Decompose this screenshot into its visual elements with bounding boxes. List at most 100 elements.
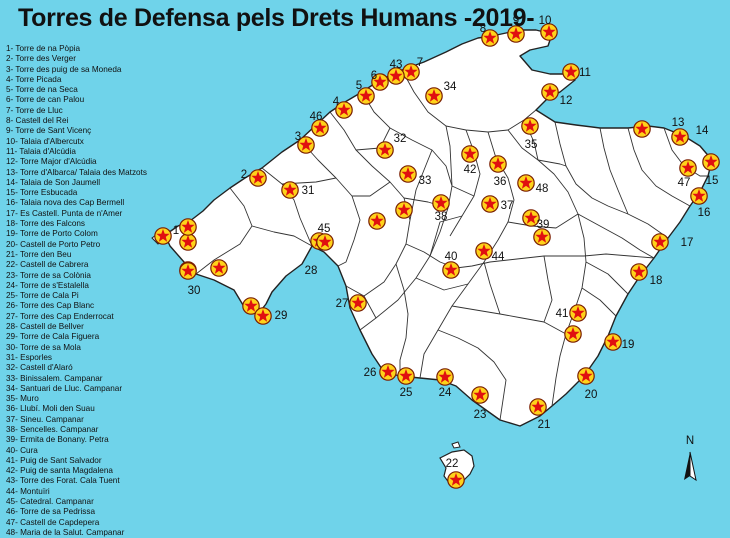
marker-label: 31 — [302, 185, 315, 197]
tower-marker — [522, 209, 540, 227]
tower-marker-24 — [436, 368, 454, 386]
marker-label: 40 — [445, 251, 458, 263]
marker-label: 8 — [480, 23, 486, 35]
tower-marker-48 — [517, 174, 535, 192]
tower-marker-20 — [577, 367, 595, 385]
tower-marker-2 — [249, 169, 267, 187]
tower-marker — [179, 233, 197, 251]
marker-label: 13 — [672, 117, 685, 129]
tower-marker-21 — [529, 398, 547, 416]
star-icon — [378, 143, 392, 156]
star-icon — [444, 263, 458, 276]
marker-label: 48 — [536, 183, 549, 195]
legend-item: 46- Torre de sa Pedrissa — [6, 507, 96, 517]
legend-item: 44- Montuïri — [6, 486, 50, 496]
star-icon — [523, 119, 537, 132]
star-icon — [473, 388, 487, 401]
marker-label: 45 — [318, 223, 331, 235]
legend-item: 21- Torre den Beu — [6, 249, 72, 259]
marker-label: 17 — [681, 237, 694, 249]
tower-marker-16 — [690, 187, 708, 205]
marker-label: 37 — [501, 200, 514, 212]
legend-item: 26- Torre des Cap Blanc — [6, 301, 95, 311]
legend-item: 5- Torre de na Seca — [6, 85, 78, 95]
marker-label: 33 — [419, 175, 432, 187]
star-icon — [692, 189, 706, 202]
legend-item: 29- Torre de Cala Figuera — [6, 332, 100, 342]
star-icon — [181, 220, 195, 233]
star-icon — [449, 473, 463, 486]
tower-marker-35 — [521, 117, 539, 135]
star-icon — [653, 235, 667, 248]
tower-marker-3 — [297, 136, 315, 154]
marker-label: 14 — [696, 125, 709, 137]
star-icon — [438, 370, 452, 383]
tower-marker-1 — [179, 218, 197, 236]
star-icon — [427, 89, 441, 102]
tower-marker-32 — [376, 141, 394, 159]
star-icon — [251, 171, 265, 184]
compass-label: N — [686, 435, 694, 447]
marker-label: 19 — [622, 339, 635, 351]
tower-marker-8 — [481, 29, 499, 47]
tower-marker-6 — [371, 73, 389, 91]
marker-label: 39 — [537, 219, 550, 231]
star-icon — [373, 75, 387, 88]
marker-label: 38 — [435, 211, 448, 223]
marker-label: 10 — [539, 15, 552, 27]
tower-marker-44 — [475, 242, 493, 260]
star-icon — [564, 65, 578, 78]
marker-label: 44 — [492, 251, 505, 263]
legend-item: 1- Torre de na Pòpia — [6, 44, 81, 53]
marker-label: 23 — [474, 409, 487, 421]
star-icon — [543, 85, 557, 98]
tower-marker-10 — [540, 23, 558, 41]
marker-label: 20 — [585, 389, 598, 401]
legend-item: 13- Torre d'Albarca/ Talaia des Matzots — [6, 167, 147, 177]
legend-item: 19- Torre de Porto Colom — [6, 229, 98, 239]
star-icon — [401, 167, 415, 180]
legend-item: 36- Llubí. Moli den Suau — [6, 404, 95, 414]
tower-marker-36 — [489, 155, 507, 173]
star-icon — [404, 65, 418, 78]
star-icon — [299, 138, 313, 151]
legend-item: 25- Torre de Cala Pi — [6, 291, 79, 301]
star-icon — [531, 400, 545, 413]
legend-item: 32- Castell d'Alaró — [6, 363, 73, 373]
tower-marker-5 — [357, 87, 375, 105]
star-icon — [256, 309, 270, 322]
legend-item: 28- Castell de Bellver — [6, 322, 84, 332]
star-icon — [519, 176, 533, 189]
star-icon — [477, 244, 491, 257]
legend-item: 31- Esporles — [6, 352, 52, 362]
tower-marker — [564, 325, 582, 343]
marker-label: 25 — [400, 387, 413, 399]
tower-marker-25 — [397, 367, 415, 385]
tower-marker — [242, 297, 260, 315]
star-icon — [463, 147, 477, 160]
tower-marker-26 — [379, 363, 397, 381]
star-icon — [673, 130, 687, 143]
tower-marker-18 — [630, 263, 648, 281]
legend-item: 48- Maria de la Salut. Campanar — [6, 527, 125, 537]
legend-item: 10- Talaia d'Albercutx — [6, 136, 84, 146]
legend-item: 4- Torre Picada — [6, 74, 62, 84]
marker-label: 6 — [371, 70, 377, 82]
marker-label: 35 — [525, 139, 538, 151]
legend-item: 24- Torre de s'Estalella — [6, 280, 89, 290]
marker-label: 4 — [333, 96, 340, 108]
star-icon — [212, 261, 226, 274]
marker-label: 16 — [698, 207, 711, 219]
marker-label: 1 — [173, 225, 179, 237]
tower-marker-47 — [679, 159, 697, 177]
marker-label: 34 — [444, 81, 457, 93]
star-icon — [483, 197, 497, 210]
marker-label: 15 — [706, 175, 719, 187]
star-icon — [399, 369, 413, 382]
tower-marker-22 — [447, 471, 465, 489]
legend-item: 18- Torre des Falcons — [6, 219, 86, 229]
legend-item: 14- Talaia de Son Jaumell — [6, 177, 101, 187]
star-icon — [606, 335, 620, 348]
tower-marker-23 — [471, 386, 489, 404]
